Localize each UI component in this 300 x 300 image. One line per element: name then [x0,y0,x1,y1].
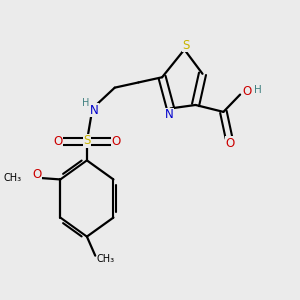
Text: N: N [89,104,98,117]
Text: N: N [165,108,173,121]
Text: CH₃: CH₃ [3,173,21,183]
Text: CH₃: CH₃ [97,254,115,264]
Text: O: O [53,135,62,148]
Text: H: H [254,85,262,95]
Text: O: O [112,135,121,148]
Text: O: O [226,136,235,150]
Text: O: O [32,168,41,181]
Text: H: H [82,98,89,108]
Text: S: S [182,39,190,52]
Text: O: O [242,85,252,98]
Text: S: S [83,134,91,147]
